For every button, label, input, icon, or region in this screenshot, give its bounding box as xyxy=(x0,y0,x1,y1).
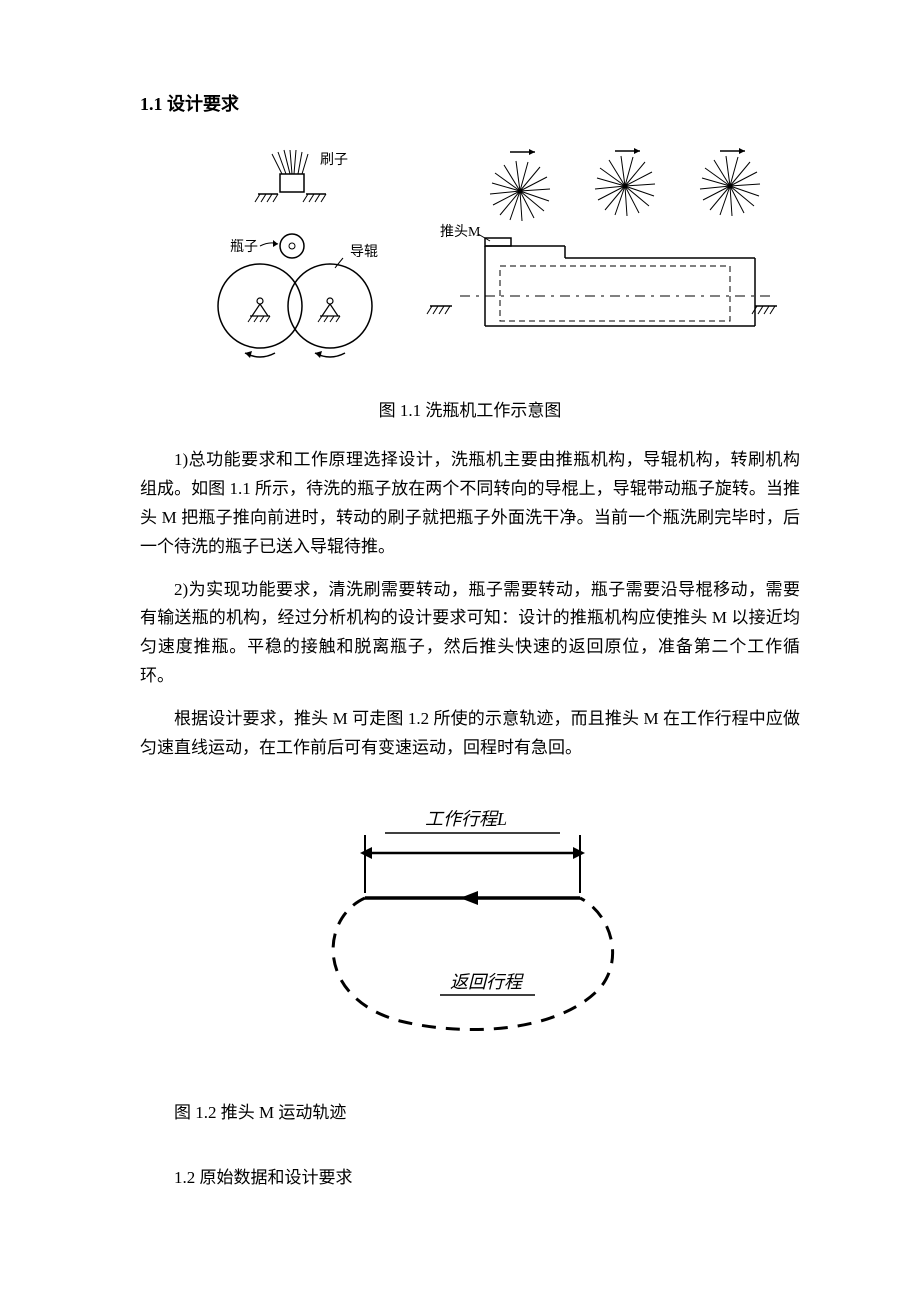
roller-right xyxy=(288,264,372,348)
brush-mount-right xyxy=(303,194,326,202)
work-stroke-arrow xyxy=(460,891,478,905)
brush-label: 刷子 xyxy=(320,152,348,168)
roller-label: 导辊 xyxy=(350,244,378,260)
document-page: 1.1 设计要求 刷子 xyxy=(0,0,920,1262)
brush-bundle-2 xyxy=(595,156,655,216)
ground-left xyxy=(427,306,452,314)
pushhead-block xyxy=(485,238,755,326)
section-1-2-heading: 1.2 原始数据和设计要求 xyxy=(140,1163,800,1188)
figure-1-1-caption: 图 1.1 洗瓶机工作示意图 xyxy=(140,396,800,421)
pivot-right xyxy=(318,298,340,322)
work-stroke-label: 工作行程L xyxy=(425,809,507,829)
brush-bundle-1 xyxy=(490,161,550,221)
roller-left xyxy=(218,264,302,348)
figure-1-2-caption: 图 1.2 推头 M 运动轨迹 xyxy=(140,1098,800,1123)
fig2-trajectory-svg: 工作行程L 返回行程 xyxy=(310,803,630,1053)
bottle-outline xyxy=(500,266,730,321)
pivot-left xyxy=(248,298,270,322)
paragraph-2: 2)为实现功能要求，清洗刷需要转动，瓶子需要转动，瓶子需要沿导棍移动，需要有输送… xyxy=(140,576,800,692)
brush-bundle-3 xyxy=(700,156,760,216)
paragraph-1: 1)总功能要求和工作原理选择设计，洗瓶机主要由推瓶机构，导辊机构，转刷机构组成。… xyxy=(140,446,800,562)
return-stroke-label: 返回行程 xyxy=(450,972,524,992)
section-heading: 1.1 设计要求 xyxy=(140,90,800,116)
pushhead-label: 推头M xyxy=(440,224,481,240)
paragraph-3: 根据设计要求，推头 M 可走图 1.2 所使的示意轨迹，而且推头 M 在工作行程… xyxy=(140,705,800,763)
fig1-left-diagram-svg: 刷子 瓶子 xyxy=(200,146,400,366)
bottle-circle xyxy=(280,234,304,258)
figure-1-2: 工作行程L 返回行程 xyxy=(140,803,800,1058)
bottle-label: 瓶子 xyxy=(230,239,258,255)
brush-icon: 刷子 xyxy=(272,150,348,192)
fig1-right-diagram-svg: 推头M xyxy=(400,146,780,366)
return-stroke-path xyxy=(333,898,613,1030)
brush-mount-left xyxy=(255,194,278,202)
figure-1-1: 刷子 瓶子 xyxy=(200,146,800,366)
